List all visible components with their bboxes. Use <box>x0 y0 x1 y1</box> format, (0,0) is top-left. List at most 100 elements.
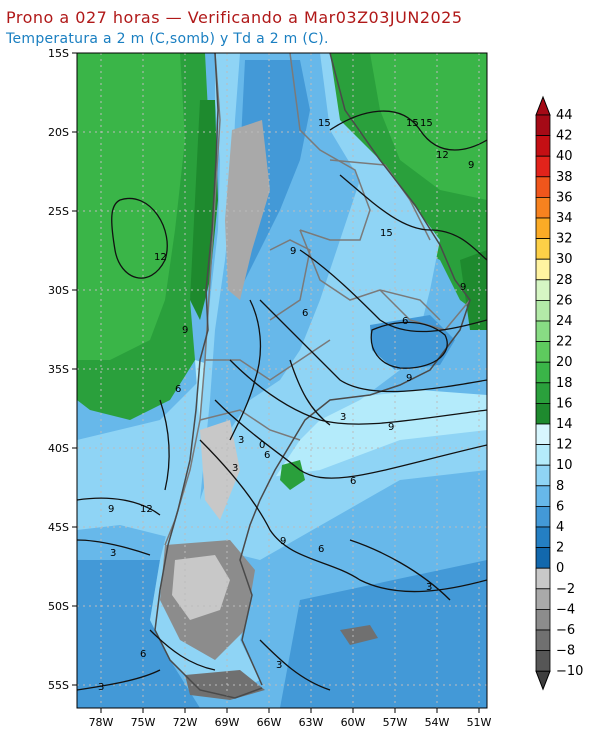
colorbar-label: 0 <box>556 561 564 576</box>
colorbar-arrow-up <box>535 95 551 116</box>
contour-labels: 15 15 15 12 9 15 9 6 12 9 6 9 6 3 9 3 0 … <box>98 118 474 693</box>
colorbar-label: 22 <box>556 335 573 350</box>
colorbar-swatch <box>535 382 551 404</box>
colorbar-swatch <box>535 155 551 178</box>
colorbar-swatch <box>535 464 551 487</box>
contour-label: 15 <box>420 118 433 129</box>
coastline <box>154 53 471 699</box>
map-subtitle: Temperatura a 2 m (C,somb) y Td a 2 m (C… <box>6 31 329 47</box>
colorbar-label: 10 <box>556 458 573 473</box>
colorbar-label: 34 <box>556 211 573 226</box>
contour-label: 6 <box>402 316 408 327</box>
contour-label: 6 <box>350 476 356 487</box>
map-frame <box>76 52 488 709</box>
contour-label: 6 <box>302 308 308 319</box>
colorbar-swatch <box>535 135 551 157</box>
colorbar-swatch <box>535 176 551 198</box>
colorbar-swatch <box>535 526 551 549</box>
colorbar-label: 6 <box>556 499 564 514</box>
colorbar-swatch <box>535 609 551 631</box>
map-title: Prono a 027 horas — Verificando a Mar03Z… <box>6 8 463 27</box>
colorbar-label: 2 <box>556 541 564 556</box>
colorbar-swatch <box>535 402 551 425</box>
contour-label: 3 <box>238 435 244 446</box>
contour-label: 9 <box>460 282 466 293</box>
colorbar-swatch <box>535 485 551 507</box>
contour-label: 6 <box>140 649 146 660</box>
andes-cold-south <box>200 420 240 520</box>
contour-label: 12 <box>140 504 153 515</box>
colorbar-label: 20 <box>556 355 573 370</box>
andes-cold <box>225 120 270 300</box>
contour-label: 6 <box>175 384 181 395</box>
lon-label: 63W <box>299 716 324 729</box>
lon-label: 72W <box>173 716 198 729</box>
green-patch-chubut <box>280 460 305 490</box>
lat-label: 20S <box>48 126 69 139</box>
lon-label: 78W <box>89 716 114 729</box>
lon-axis <box>100 708 480 713</box>
contour-label: 9 <box>280 536 286 547</box>
colorbar-label: −2 <box>556 582 575 597</box>
colorbar-swatch <box>535 547 551 569</box>
contour-label: 12 <box>154 252 167 263</box>
lat-label: 40S <box>48 442 69 455</box>
colorbar-label: 28 <box>556 273 573 288</box>
country-borders <box>164 53 471 546</box>
contour-label: 3 <box>110 548 116 559</box>
colorbar-swatch <box>535 320 551 343</box>
colorbar-label: −6 <box>556 623 575 638</box>
lat-label: 25S <box>48 205 69 218</box>
colorbar-label: 38 <box>556 170 573 185</box>
contour-label: 15 <box>318 118 331 129</box>
colorbar-swatch <box>535 238 551 260</box>
contour-label: 3 <box>232 463 238 474</box>
colorbar-label: 42 <box>556 129 573 144</box>
colorbar-swatch <box>535 505 551 528</box>
colorbar-label: 4 <box>556 520 564 535</box>
dewpoint-contours <box>77 110 487 691</box>
contour-label: 9 <box>388 422 394 433</box>
lat-axis <box>72 52 77 686</box>
contour-label: 3 <box>98 682 104 693</box>
lon-label: 75W <box>131 716 156 729</box>
colorbar-swatch <box>535 588 551 610</box>
lon-label: 60W <box>341 716 366 729</box>
contour-label: 3 <box>276 660 282 671</box>
colorbar-swatch <box>535 258 551 281</box>
colorbar-label: 44 <box>556 108 573 123</box>
contour-label: 15 <box>406 118 419 129</box>
pacific-cool-band <box>77 560 200 708</box>
colorbar-arrow-down <box>535 670 551 691</box>
colorbar-label: 14 <box>556 417 573 432</box>
colorbar-label: 30 <box>556 252 573 267</box>
colorbar-label: 26 <box>556 293 573 308</box>
lon-label: 51W <box>467 716 492 729</box>
contour-label: 0 <box>259 440 265 451</box>
colorbar-swatch <box>535 423 551 446</box>
contour-label: 9 <box>468 160 474 171</box>
colorbar-swatch <box>535 444 551 466</box>
colorbar-swatch <box>535 217 551 240</box>
lat-label: 15S <box>48 47 69 60</box>
uruguay-cold-patch <box>370 315 455 370</box>
contour-label: 9 <box>406 373 412 384</box>
colorbar-swatch <box>535 650 551 672</box>
colorbar-label: −4 <box>556 602 575 617</box>
colorbar-label: 16 <box>556 396 573 411</box>
lat-label: 50S <box>48 600 69 613</box>
contour-label: 3 <box>340 412 346 423</box>
color-bar: 4442403836343230282624222018161412108642… <box>535 95 583 691</box>
colorbar-label: 32 <box>556 232 573 247</box>
contour-label: 9 <box>182 325 188 336</box>
lon-label: 54W <box>425 716 450 729</box>
tierra-del-fuego <box>185 670 265 700</box>
lon-label: 66W <box>257 716 282 729</box>
contour-label: 9 <box>290 246 296 257</box>
malvinas <box>340 625 378 645</box>
contour-label: 12 <box>436 150 449 161</box>
colorbar-label: −10 <box>556 664 583 679</box>
colorbar-swatch <box>535 196 551 219</box>
lat-label: 55S <box>48 679 69 692</box>
colorbar-swatch <box>535 341 551 363</box>
